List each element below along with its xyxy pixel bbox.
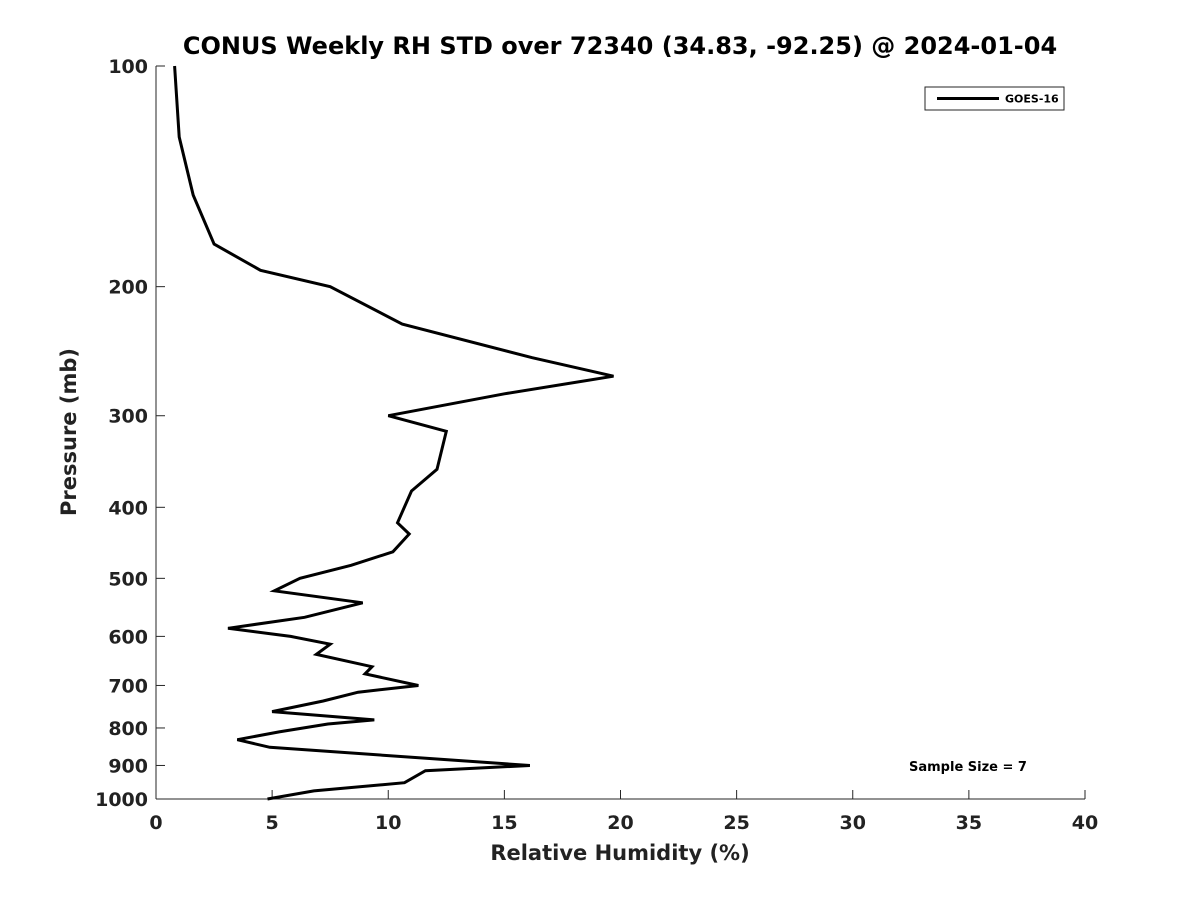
legend-label-goes-16: GOES-16	[1005, 93, 1059, 106]
y-tick-label: 600	[108, 626, 148, 648]
y-tick-label: 900	[108, 755, 148, 777]
x-tick-label: 0	[149, 812, 162, 834]
x-tick-label: 30	[840, 812, 866, 834]
x-tick-label: 35	[956, 812, 982, 834]
y-tick-label: 500	[108, 568, 148, 590]
legend: GOES-16	[924, 86, 1065, 111]
series-line-goes-16	[173, 65, 614, 801]
x-tick-label: 20	[607, 812, 633, 834]
series-layer	[173, 65, 614, 801]
y-axis-label: Pressure (mb)	[57, 348, 81, 516]
y-tick-label: 100	[108, 56, 148, 78]
x-ticks: 0 5 10 15 20 25 30 35 40	[149, 790, 1098, 834]
y-tick-label: 300	[108, 406, 148, 428]
y-tick-label: 700	[108, 675, 148, 697]
x-tick-label: 5	[266, 812, 279, 834]
x-tick-label: 10	[375, 812, 401, 834]
y-tick-label: 400	[108, 497, 148, 519]
axes	[155, 66, 1085, 800]
y-tick-label: 1000	[95, 789, 148, 811]
x-axis-label: Relative Humidity (%)	[490, 841, 749, 865]
x-tick-label: 40	[1072, 812, 1098, 834]
y-tick-label: 200	[108, 277, 148, 299]
annotation-sample-size: Sample Size = 7	[909, 760, 1027, 775]
y-ticks: 100 200 300 400 500 600 700 800 900 1000	[95, 56, 165, 811]
x-tick-label: 25	[723, 812, 749, 834]
y-tick-label: 800	[108, 718, 148, 740]
x-tick-label: 15	[491, 812, 517, 834]
chart-title: CONUS Weekly RH STD over 72340 (34.83, -…	[183, 32, 1057, 60]
